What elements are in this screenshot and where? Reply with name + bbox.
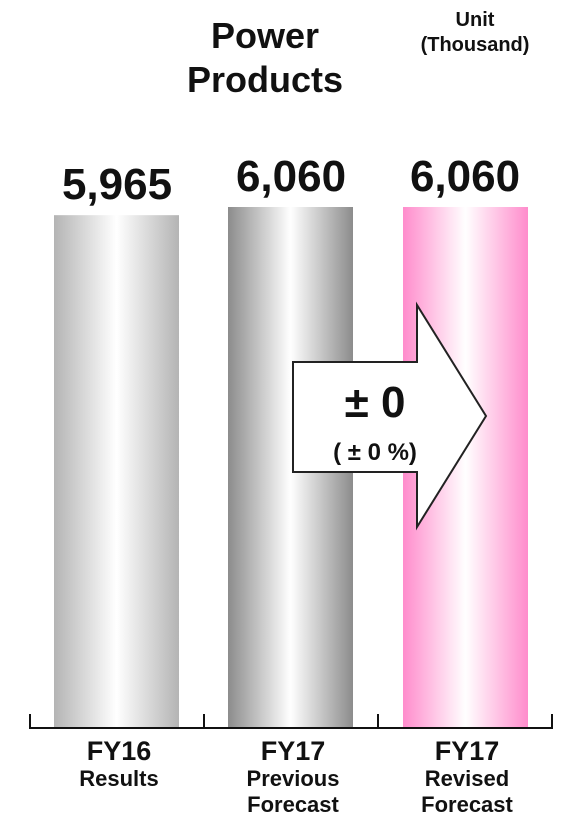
change-arrow: ± 0 ( ± 0 %)	[292, 301, 488, 531]
value-label-3: 6,060	[410, 152, 520, 201]
category-label-3-line-3: Forecast	[421, 792, 513, 817]
category-label-3-line-2: Revised	[425, 766, 509, 791]
change-percent-label: ( ± 0 %)	[333, 439, 417, 466]
value-label-2: 6,060	[236, 152, 346, 201]
bar-1	[54, 215, 179, 729]
category-label-1-line-2: Results	[79, 766, 158, 791]
unit-label: Unit (Thousand)	[420, 9, 530, 56]
category-label-2-line-1: FY17	[261, 736, 326, 766]
x-axis	[29, 714, 553, 729]
category-label-3-line-1: FY17	[435, 736, 500, 766]
change-value-label: ± 0	[345, 378, 406, 427]
category-label-2-line-3: Forecast	[247, 792, 339, 817]
chart-title: Power Products	[186, 15, 344, 100]
category-label-2-line-2: Previous	[247, 766, 340, 791]
change-arrow-shape	[292, 301, 488, 531]
value-label-1: 5,965	[62, 160, 172, 209]
category-label-1-line-1: FY16	[87, 736, 152, 766]
